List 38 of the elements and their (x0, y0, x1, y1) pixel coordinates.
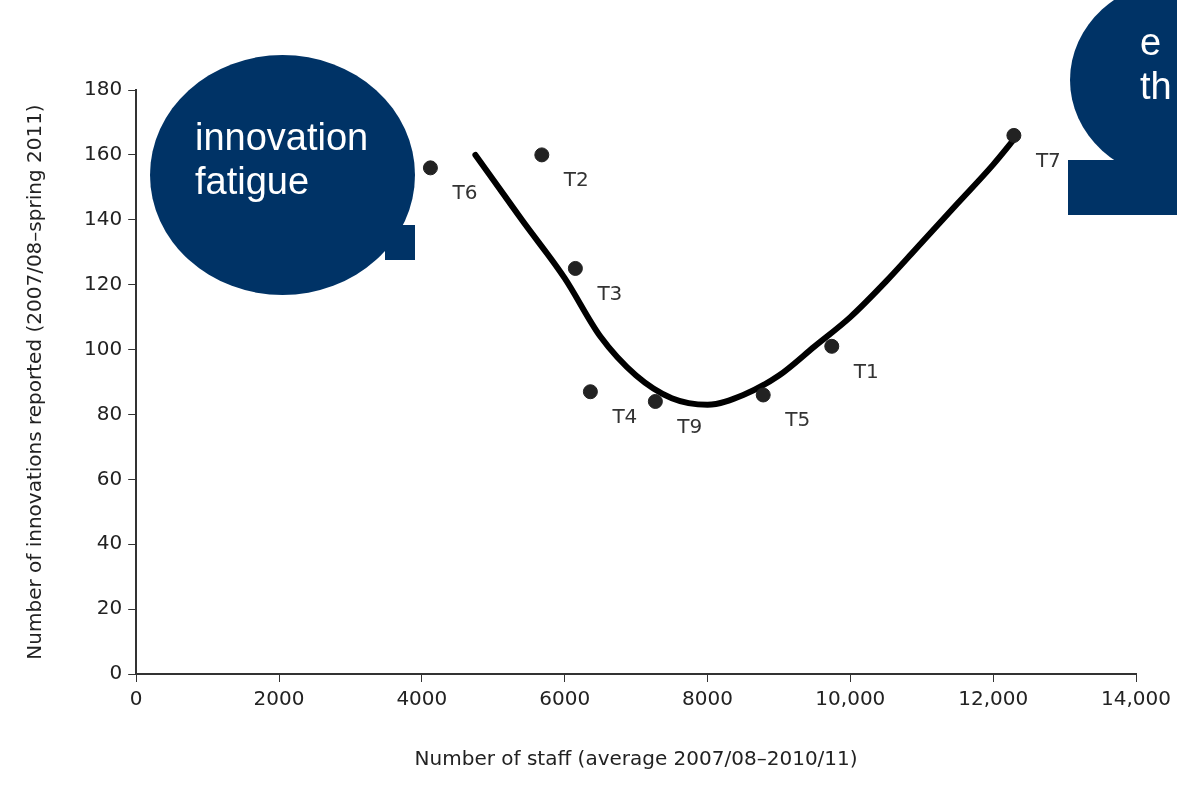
x-tick-label: 0 (129, 686, 143, 711)
annotation: T3 (596, 280, 623, 305)
annotation: T9 (676, 413, 703, 438)
y-tick-label: 40 (96, 530, 123, 555)
annotation: T1 (852, 358, 879, 383)
point (647, 393, 663, 409)
x-tick-label: 14,000 (1101, 686, 1171, 711)
x-tick-label: 10,000 (815, 686, 886, 711)
x-tick-label: 12,000 (958, 686, 1029, 711)
annotation: T2 (562, 167, 589, 192)
annotation: T7 (1034, 147, 1061, 172)
y-tick-label: 140 (83, 205, 123, 230)
x-tick-label: 2000 (253, 686, 305, 711)
y-tick-label: 180 (83, 76, 123, 101)
annotation: T5 (784, 407, 811, 432)
point (755, 387, 771, 403)
y-tick-label: 120 (83, 270, 123, 295)
annotation: T4 (611, 403, 638, 428)
y-tick-label: 0 (109, 660, 123, 685)
x-tick-label: 6000 (539, 686, 591, 711)
point (582, 384, 598, 400)
y-tick-label: 20 (96, 595, 123, 620)
y-tick-label: 60 (96, 465, 123, 490)
x-tick-label: 4000 (396, 686, 448, 711)
point (824, 338, 840, 354)
point (567, 260, 583, 276)
x-tick-label: 8000 (682, 686, 733, 711)
text: e th (1140, 20, 1173, 108)
point (534, 147, 550, 163)
annotation: innovation fatigue (195, 115, 370, 203)
y-tick-label: 160 (83, 141, 123, 166)
point (1006, 127, 1022, 143)
x-axis-title: Number of staff (average 2007/08–2010/11) (414, 746, 858, 771)
point (422, 160, 438, 176)
y-tick-label: 80 (96, 400, 123, 425)
y-axis-title: Number of innovations reported (2007/08–spring 2011) (22, 104, 47, 660)
y-tick-label: 100 (83, 335, 123, 360)
annotation: T6 (451, 180, 478, 205)
